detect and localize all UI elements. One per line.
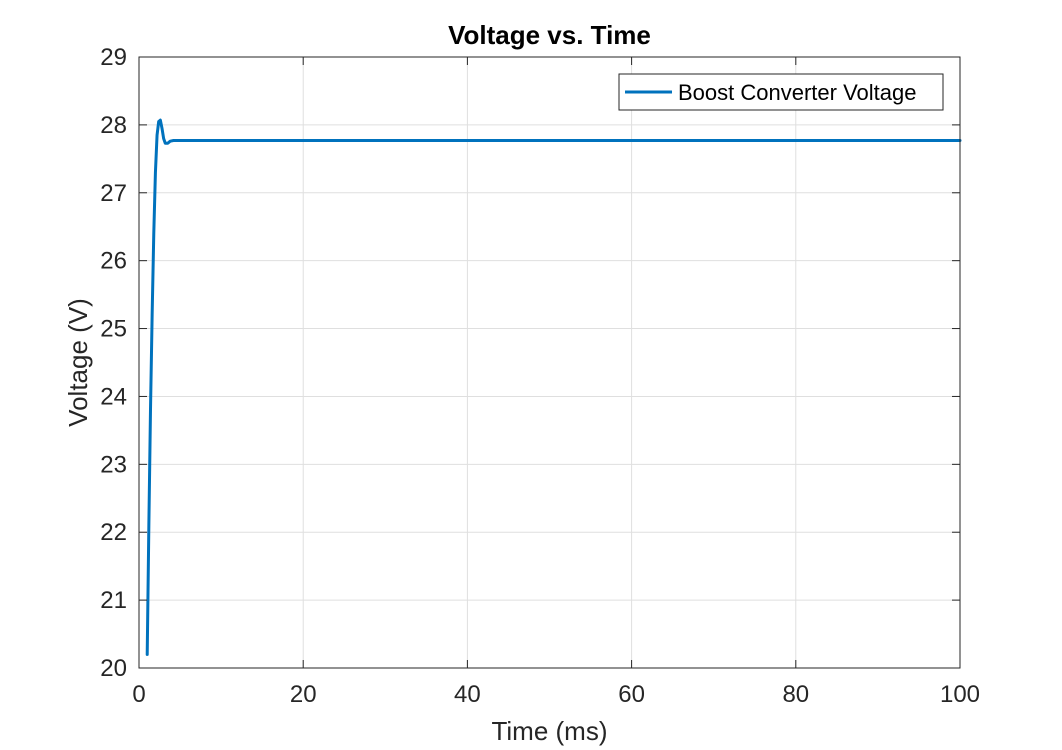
legend-box — [618, 73, 944, 111]
y-tick-label: 28 — [100, 112, 127, 139]
y-tick-label: 29 — [100, 44, 127, 71]
x-tick-label: 80 — [782, 681, 809, 708]
x-tick-label: 60 — [618, 681, 645, 708]
grid — [138, 56, 961, 669]
x-tick-label: 100 — [940, 681, 980, 708]
x-tick-label: 20 — [290, 681, 317, 708]
y-tick-label: 20 — [100, 655, 127, 682]
y-tick-label: 27 — [100, 180, 127, 207]
chart-title: Voltage vs. Time — [448, 20, 651, 50]
series-layer — [145, 118, 962, 656]
legend: Boost Converter Voltage — [618, 73, 944, 111]
legend-label: Boost Converter Voltage — [678, 80, 916, 105]
x-tick-label: 0 — [132, 681, 145, 708]
y-axis-label: Voltage (V) — [63, 298, 93, 427]
y-tick-label: 25 — [100, 316, 127, 343]
x-axis-label: Time (ms) — [491, 716, 607, 746]
y-tick-label: 22 — [100, 519, 127, 546]
y-tick-label: 26 — [100, 248, 127, 275]
series-line-0 — [145, 118, 962, 656]
x-tick-label: 40 — [454, 681, 481, 708]
y-tick-label: 23 — [100, 451, 127, 478]
axes-box — [138, 56, 961, 669]
y-tick-label: 24 — [100, 383, 127, 410]
axes-background — [139, 57, 960, 668]
y-tick-label: 21 — [100, 587, 127, 614]
